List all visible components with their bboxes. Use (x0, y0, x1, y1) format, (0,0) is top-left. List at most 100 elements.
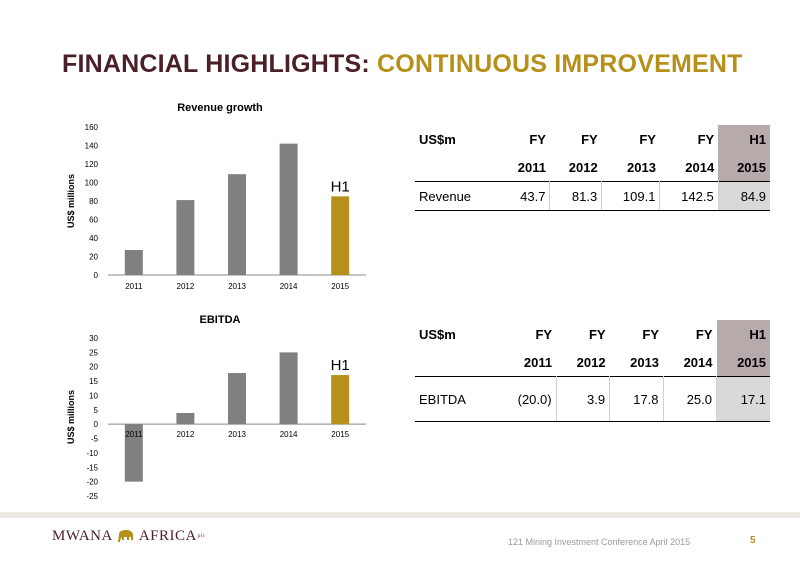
revenue-chart-title: Revenue growth (177, 102, 263, 114)
table-header-cell: H1 (718, 125, 770, 153)
x-tick-label: 2015 (331, 430, 349, 439)
y-tick-label: 30 (89, 334, 98, 343)
x-tick-label: 2012 (177, 430, 195, 439)
y-tick-label: 5 (94, 406, 99, 415)
y-tick-label: 140 (85, 142, 99, 151)
logo-suffix: plc (197, 534, 206, 539)
table-header-cell: 2011 (523, 354, 553, 370)
ebitda-table: US$m FY FY FY FY H1 2011 2012 2013 2014 … (415, 320, 770, 422)
y-tick-label: 15 (89, 377, 98, 386)
table-header-cell: FY (697, 131, 715, 147)
y-tick-label: -25 (86, 492, 98, 501)
y-tick-label: 20 (89, 253, 98, 262)
table-header-cell: 2015 (716, 348, 770, 377)
ebitda-chart-title: EBITDA (199, 314, 241, 326)
y-tick-label: 60 (89, 216, 98, 225)
y-tick-label: -15 (86, 463, 98, 472)
bar (228, 373, 246, 425)
bar (331, 375, 350, 425)
table-header-cell: 2014 (685, 159, 715, 175)
page-title-part2: CONTINUOUS IMPROVEMENT (377, 50, 743, 78)
x-tick-label: 2014 (280, 282, 298, 291)
table-cell: 43.7 (499, 181, 551, 211)
table-cell: 17.1 (716, 376, 770, 422)
y-tick-label: 20 (89, 363, 98, 372)
bar (176, 412, 195, 425)
table-header-cell: FY (642, 326, 660, 342)
x-tick-label: 2011 (125, 282, 143, 291)
highlight-label: H1 (331, 178, 350, 195)
y-tick-label: -10 (86, 449, 98, 458)
y-tick-label: 40 (89, 234, 98, 243)
table-header-cell: H1 (716, 320, 770, 348)
x-tick-label: 2011 (125, 430, 143, 439)
revenue-table: US$m FY FY FY FY H1 2011 2012 2013 2014 … (415, 125, 770, 211)
bar (228, 174, 246, 275)
table-cell: 25.0 (663, 376, 718, 422)
y-tick-label: 10 (89, 391, 98, 400)
table-cell: 109.1 (601, 181, 661, 211)
table-header-cell: FY (581, 131, 598, 147)
ebitda-chart: EBITDA -25 -20 -15 -10 -5 0 5 10 15 20 25 30 US$ mil… (60, 312, 380, 507)
table-header-cell: 2012 (568, 159, 598, 175)
y-tick-label: 25 (89, 348, 98, 357)
footer-divider (0, 512, 800, 518)
y-tick-label: 100 (85, 179, 99, 188)
ebitda-table-unit: US$m (419, 326, 456, 342)
table-header-cell: 2013 (630, 354, 660, 370)
y-tick-label: 80 (89, 197, 98, 206)
revenue-table-unit: US$m (419, 131, 456, 147)
table-header-cell: FY (639, 131, 656, 147)
bar (279, 352, 298, 425)
elephant-icon (117, 529, 133, 542)
table-cell: 17.8 (609, 376, 664, 422)
x-tick-label: 2013 (228, 430, 246, 439)
x-tick-label: 2015 (331, 282, 349, 291)
table-cell: 84.9 (718, 181, 770, 211)
x-tick-label: 2014 (280, 430, 298, 439)
logo-text-africa: AFRICA (138, 528, 197, 544)
table-cell: 81.3 (549, 181, 603, 211)
y-tick-label: -5 (91, 435, 99, 444)
table-header-cell: 2011 (517, 159, 546, 175)
bar (124, 424, 143, 482)
table-cell: 142.5 (659, 181, 719, 211)
page-title-part1: FINANCIAL HIGHLIGHTS: (62, 50, 370, 78)
ebitda-chart-plot: -25 -20 -15 -10 -5 0 5 10 15 20 25 30 US$ millions 20… (66, 334, 366, 501)
page-number: 5 (750, 535, 756, 546)
page-title: FINANCIAL HIGHLIGHTS: CONTINUOUS IMPROVE… (62, 50, 743, 79)
table-header-cell: 2013 (627, 159, 656, 175)
revenue-chart: Revenue growth 0 20 40 60 80 100 120 140 160 US$ … (60, 100, 380, 300)
x-tick-label: 2012 (177, 282, 195, 291)
table-header-cell: FY (695, 326, 713, 342)
table-cell: (20.0) (494, 376, 557, 422)
table-row-label: EBITDA (415, 376, 495, 422)
bar (279, 143, 298, 275)
y-tick-label: 120 (85, 160, 99, 169)
y-tick-label: -20 (86, 478, 98, 487)
table-row: Revenue 43.7 81.3 109.1 142.5 84.9 (415, 181, 770, 211)
table-cell: 3.9 (556, 376, 611, 422)
table-header-cell: FY (529, 131, 546, 147)
bar (124, 250, 143, 275)
table-header-cell: FY (588, 326, 606, 342)
y-tick-label: 0 (94, 271, 99, 280)
x-tick-label: 2013 (228, 282, 246, 291)
company-logo: MWANA AFRICA plc (52, 528, 205, 545)
y-axis-label: US$ millions (66, 174, 76, 228)
bar (176, 200, 195, 275)
table-header-cell: 2012 (576, 354, 606, 370)
table-header-cell: 2014 (683, 354, 713, 370)
bar (331, 196, 350, 275)
ebitda-row-label: EBITDA (419, 391, 466, 407)
table-row-label: Revenue (415, 181, 500, 211)
table-row: EBITDA (20.0) 3.9 17.8 25.0 17.1 (415, 376, 770, 422)
footer-conference: 121 Mining Investment Conference April 2… (508, 537, 691, 547)
revenue-chart-plot: 0 20 40 60 80 100 120 140 160 US$ millions 2011 201… (66, 123, 366, 291)
highlight-label: H1 (331, 357, 350, 374)
table-header-cell: 2015 (718, 153, 770, 182)
logo-text-mwana: MWANA (52, 528, 113, 544)
y-axis-label: US$ millions (66, 390, 76, 444)
table-header-cell: FY (535, 326, 553, 342)
y-tick-label: 0 (94, 420, 99, 429)
